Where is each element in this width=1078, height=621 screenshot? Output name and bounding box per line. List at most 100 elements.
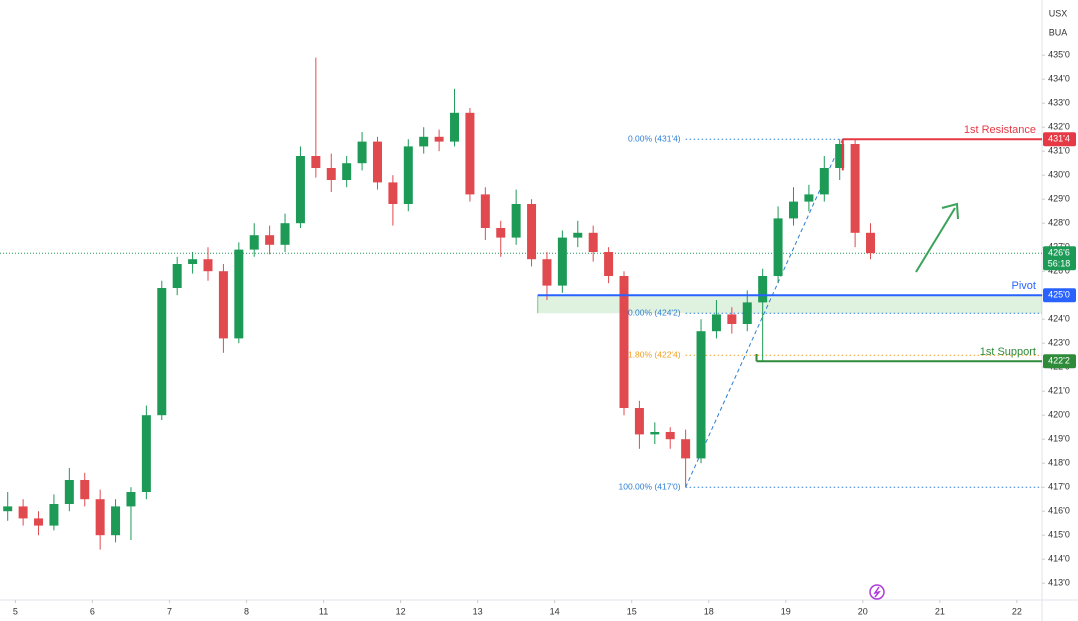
y-tick-label: 416'0	[1048, 506, 1070, 516]
candle-body	[218, 271, 228, 339]
y-tick-label: 415'0	[1048, 530, 1070, 540]
candle-body	[434, 136, 444, 142]
price-tag-label: 422'2	[1048, 356, 1070, 366]
x-tick-label: 21	[935, 606, 945, 616]
countdown-label: 56:18	[1048, 259, 1071, 269]
candle-body	[634, 408, 644, 435]
candle-body	[681, 439, 691, 459]
x-tick-label: 22	[1012, 606, 1022, 616]
y-tick-label: 421'0	[1048, 386, 1070, 396]
candle-body	[141, 415, 151, 492]
y-tick-label: 432'0	[1048, 122, 1070, 132]
fib-trend-line	[685, 138, 844, 488]
candle-body	[126, 492, 136, 507]
candle-body	[388, 182, 398, 204]
candle-body	[265, 235, 275, 245]
price-tag	[1043, 354, 1076, 369]
x-tick-label: 14	[550, 606, 560, 616]
candle-body	[496, 228, 506, 238]
candle-body	[34, 518, 44, 526]
candle-body	[188, 259, 198, 264]
candle-body	[850, 144, 860, 233]
candle-body	[758, 276, 768, 303]
candle-body	[696, 331, 706, 459]
y-tick-label: 426'0	[1048, 266, 1070, 276]
candle-body	[866, 232, 876, 254]
price-tag-label: 431'4	[1048, 134, 1070, 144]
y-tick-label: 424'0	[1048, 314, 1070, 324]
candle-body	[711, 314, 721, 332]
x-tick-label: 5	[13, 606, 18, 616]
candle-body	[557, 237, 567, 286]
candle-body	[480, 194, 490, 228]
candle-body	[450, 112, 460, 142]
price-tag	[1043, 132, 1076, 147]
fib-label: 61.80% (422'4)	[623, 349, 681, 359]
y-tick-label: 414'0	[1048, 554, 1070, 564]
fib-label: 100.00% (417'0)	[619, 481, 681, 491]
candle-body	[80, 480, 90, 500]
candle-body	[819, 168, 829, 195]
candle-body	[64, 480, 74, 504]
candle-body	[465, 112, 475, 195]
price-tag	[1043, 246, 1076, 271]
candle-body	[835, 144, 845, 168]
y-tick-label: 423'0	[1048, 338, 1070, 348]
lightning-icon[interactable]	[869, 584, 885, 600]
candle-body	[342, 163, 352, 180]
y-tick-label: 418'0	[1048, 458, 1070, 468]
candle-body	[3, 506, 13, 512]
candle-body	[403, 146, 413, 204]
level-label: Pivot	[1012, 280, 1036, 292]
y-tick-label: 435'0	[1048, 50, 1070, 60]
price-tag-label: 426'6	[1048, 248, 1070, 258]
x-tick-label: 12	[396, 606, 406, 616]
candle-body	[573, 232, 583, 238]
fib-label: 50.00% (424'2)	[623, 307, 681, 317]
candle-body	[542, 259, 552, 286]
x-tick-label: 20	[858, 606, 868, 616]
y-tick-label: 434'0	[1048, 74, 1070, 84]
fib-label: 0.00% (431'4)	[628, 133, 681, 143]
candle-body	[742, 302, 752, 324]
candle-body	[295, 156, 305, 224]
candle-body	[157, 288, 167, 416]
x-tick-label: 7	[167, 606, 172, 616]
x-tick-label: 11	[319, 606, 328, 616]
candle-body	[727, 314, 737, 324]
pivot-zone	[537, 295, 1042, 314]
y-tick-label: 433'0	[1048, 98, 1070, 108]
candle-body	[511, 204, 521, 238]
candle-body	[804, 194, 814, 202]
candle-body	[18, 506, 28, 519]
y-tick-label: 431'0	[1048, 146, 1070, 156]
y-tick-label: 419'0	[1048, 434, 1070, 444]
price-tag	[1043, 288, 1076, 303]
x-tick-label: 6	[90, 606, 95, 616]
x-tick-label: 19	[781, 606, 791, 616]
candle-body	[249, 235, 259, 250]
candle-body	[588, 232, 598, 252]
candle-body	[311, 156, 321, 168]
candle-body	[788, 201, 798, 219]
x-tick-label: 8	[244, 606, 249, 616]
candle-body	[665, 432, 675, 440]
header-text: BUA	[1049, 27, 1068, 37]
candle-body	[49, 504, 59, 526]
candle-body	[604, 252, 614, 276]
candle-body	[619, 276, 629, 408]
candle-body	[527, 204, 537, 260]
candle-body	[357, 141, 367, 164]
header-text: USX	[1049, 8, 1068, 18]
price-tag-label: 425'0	[1048, 290, 1070, 300]
x-tick-label: 15	[627, 606, 637, 616]
candle-body	[203, 259, 213, 272]
level-label: 1st Support	[980, 346, 1036, 358]
candle-body	[773, 218, 783, 276]
x-tick-label: 18	[704, 606, 714, 616]
candle-body	[111, 506, 121, 536]
y-tick-label: 417'0	[1048, 482, 1070, 492]
candle-body	[234, 249, 244, 339]
